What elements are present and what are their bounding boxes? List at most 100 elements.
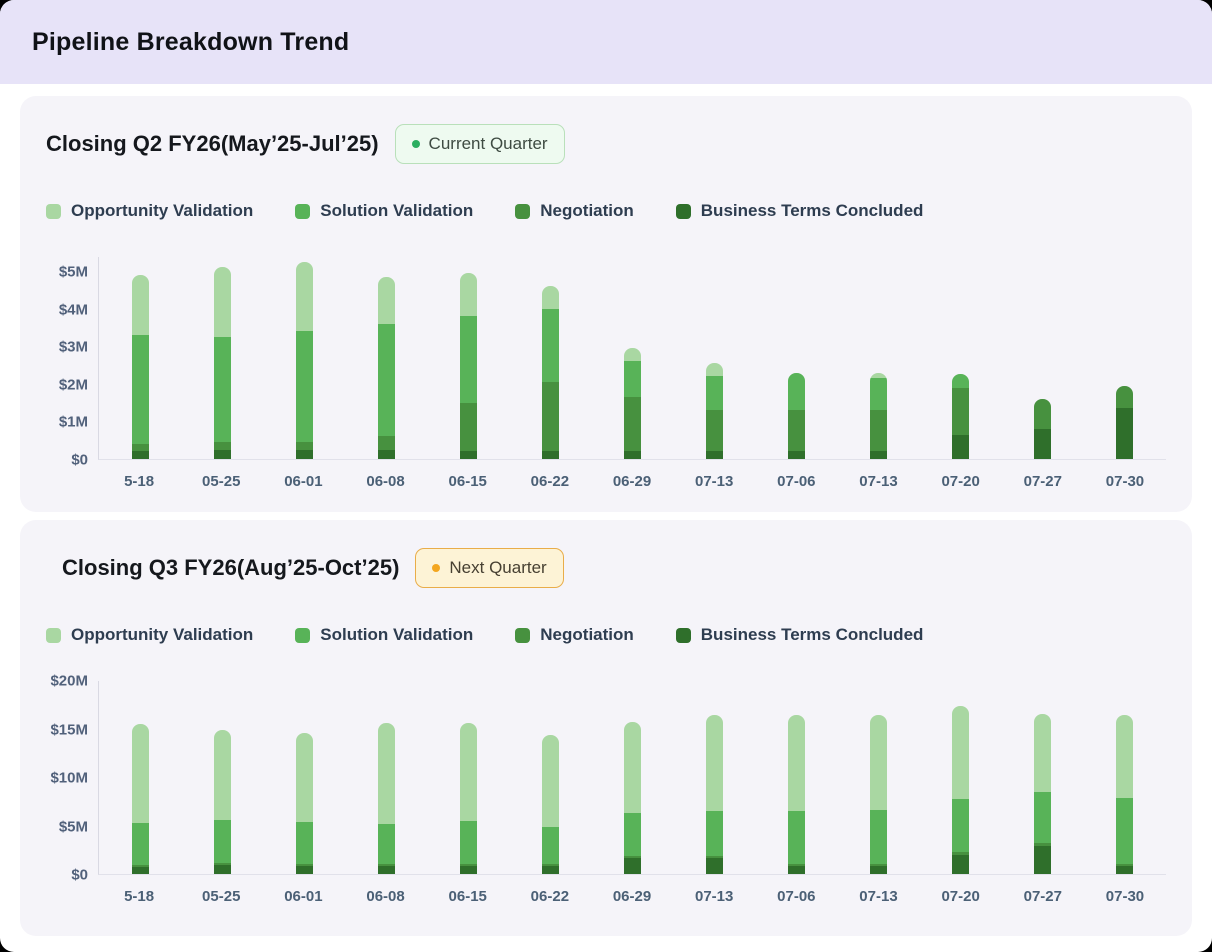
bar-segment-solution-validation[interactable] <box>377 823 395 865</box>
bar-segment-negotiation[interactable] <box>624 396 641 452</box>
bar-5-18[interactable] <box>131 274 149 459</box>
legend-item-business-terms-concluded[interactable]: Business Terms Concluded <box>675 201 923 221</box>
bar-segment-opportunity-validation[interactable] <box>706 363 724 377</box>
bar-segment-solution-validation[interactable] <box>788 810 806 865</box>
bar-segment-negotiation[interactable] <box>541 864 559 867</box>
bar-segment-business-terms-concluded[interactable] <box>952 434 970 459</box>
legend-item-negotiation[interactable]: Negotiation <box>515 201 634 221</box>
bar-segment-negotiation[interactable] <box>1034 398 1052 429</box>
bar-segment-opportunity-validation[interactable] <box>1116 714 1134 799</box>
bar-segment-business-terms-concluded[interactable] <box>706 451 724 459</box>
bar-segment-negotiation[interactable] <box>788 410 806 452</box>
legend-item-negotiation[interactable]: Negotiation <box>515 625 634 645</box>
bar-segment-opportunity-validation[interactable] <box>952 706 970 800</box>
bar-segment-negotiation[interactable] <box>459 864 477 867</box>
bar-segment-negotiation[interactable] <box>1116 864 1134 867</box>
bar-segment-solution-validation[interactable] <box>1116 798 1134 865</box>
bar-segment-business-terms-concluded[interactable] <box>1034 845 1052 874</box>
bar-06-29[interactable] <box>624 348 641 459</box>
bar-07-06[interactable] <box>788 714 806 874</box>
legend-item-solution-validation[interactable]: Solution Validation <box>295 201 473 221</box>
bar-segment-solution-validation[interactable] <box>870 810 888 865</box>
bar-segment-negotiation[interactable] <box>541 381 559 452</box>
bar-segment-negotiation[interactable] <box>213 442 231 450</box>
bar-segment-opportunity-validation[interactable] <box>377 722 395 824</box>
bar-segment-opportunity-validation[interactable] <box>541 735 559 828</box>
bar-segment-opportunity-validation[interactable] <box>1034 713 1052 792</box>
bar-segment-negotiation[interactable] <box>870 410 888 452</box>
legend-item-opportunity-validation[interactable]: Opportunity Validation <box>46 201 253 221</box>
bar-segment-solution-validation[interactable] <box>706 376 724 411</box>
bar-segment-business-terms-concluded[interactable] <box>870 866 888 874</box>
bar-segment-opportunity-validation[interactable] <box>131 724 149 824</box>
bar-segment-business-terms-concluded[interactable] <box>624 451 641 459</box>
bar-segment-business-terms-concluded[interactable] <box>706 858 724 874</box>
bar-segment-opportunity-validation[interactable] <box>624 348 641 362</box>
bar-segment-solution-validation[interactable] <box>952 374 970 388</box>
bar-segment-solution-validation[interactable] <box>788 372 806 411</box>
bar-segment-business-terms-concluded[interactable] <box>459 866 477 874</box>
bar-segment-negotiation[interactable] <box>131 443 149 452</box>
bar-segment-solution-validation[interactable] <box>870 378 888 411</box>
bar-07-30[interactable] <box>1116 385 1134 459</box>
bar-07-13[interactable] <box>706 363 724 459</box>
bar-segment-solution-validation[interactable] <box>213 819 231 864</box>
bar-06-08[interactable] <box>377 276 395 459</box>
bar-07-13[interactable] <box>870 714 888 874</box>
bar-segment-negotiation[interactable] <box>459 402 477 452</box>
bar-segment-business-terms-concluded[interactable] <box>541 866 559 874</box>
bar-06-22[interactable] <box>541 286 559 459</box>
bar-segment-negotiation[interactable] <box>131 864 149 867</box>
bar-segment-solution-validation[interactable] <box>624 812 641 856</box>
bar-segment-opportunity-validation[interactable] <box>788 714 806 811</box>
bar-segment-business-terms-concluded[interactable] <box>377 449 395 459</box>
bar-segment-opportunity-validation[interactable] <box>213 729 231 820</box>
bar-segment-negotiation[interactable] <box>952 387 970 435</box>
bar-segment-solution-validation[interactable] <box>459 316 477 403</box>
bar-07-13[interactable] <box>706 714 724 874</box>
bar-segment-business-terms-concluded[interactable] <box>624 858 641 874</box>
bar-segment-business-terms-concluded[interactable] <box>295 449 313 459</box>
bar-segment-negotiation[interactable] <box>1116 385 1134 409</box>
bar-segment-business-terms-concluded[interactable] <box>213 449 231 459</box>
bar-segment-business-terms-concluded[interactable] <box>541 451 559 459</box>
bar-segment-negotiation[interactable] <box>952 851 970 855</box>
bar-07-20[interactable] <box>952 706 970 874</box>
bar-segment-business-terms-concluded[interactable] <box>788 866 806 874</box>
bar-06-08[interactable] <box>377 722 395 874</box>
bar-segment-solution-validation[interactable] <box>213 336 231 443</box>
bar-06-01[interactable] <box>295 261 313 459</box>
bar-segment-solution-validation[interactable] <box>541 827 559 865</box>
bar-segment-opportunity-validation[interactable] <box>870 372 888 379</box>
bar-segment-solution-validation[interactable] <box>131 823 149 865</box>
bar-07-06[interactable] <box>788 372 806 459</box>
bar-segment-opportunity-validation[interactable] <box>295 733 313 822</box>
bar-segment-negotiation[interactable] <box>1034 842 1052 846</box>
bar-06-15[interactable] <box>459 272 477 459</box>
bar-segment-business-terms-concluded[interactable] <box>788 451 806 459</box>
bar-segment-business-terms-concluded[interactable] <box>131 866 149 874</box>
bar-segment-solution-validation[interactable] <box>131 334 149 444</box>
bar-5-18[interactable] <box>131 724 149 874</box>
bar-06-29[interactable] <box>624 721 641 874</box>
bar-segment-solution-validation[interactable] <box>624 361 641 397</box>
bar-06-01[interactable] <box>295 733 313 874</box>
bar-segment-solution-validation[interactable] <box>459 820 477 865</box>
bar-segment-opportunity-validation[interactable] <box>541 286 559 309</box>
bar-segment-negotiation[interactable] <box>624 855 641 859</box>
bar-segment-business-terms-concluded[interactable] <box>459 451 477 459</box>
bar-segment-opportunity-validation[interactable] <box>377 276 395 324</box>
bar-segment-opportunity-validation[interactable] <box>706 714 724 811</box>
bar-segment-opportunity-validation[interactable] <box>459 722 477 821</box>
bar-07-20[interactable] <box>952 374 970 459</box>
bar-segment-negotiation[interactable] <box>706 855 724 859</box>
bar-segment-negotiation[interactable] <box>377 436 395 450</box>
bar-segment-business-terms-concluded[interactable] <box>131 451 149 459</box>
bar-segment-solution-validation[interactable] <box>706 810 724 856</box>
bar-06-22[interactable] <box>541 735 559 874</box>
bar-segment-negotiation[interactable] <box>870 864 888 867</box>
bar-segment-business-terms-concluded[interactable] <box>1034 428 1052 459</box>
bar-05-25[interactable] <box>213 267 231 459</box>
bar-segment-negotiation[interactable] <box>295 864 313 867</box>
bar-segment-opportunity-validation[interactable] <box>131 274 149 335</box>
